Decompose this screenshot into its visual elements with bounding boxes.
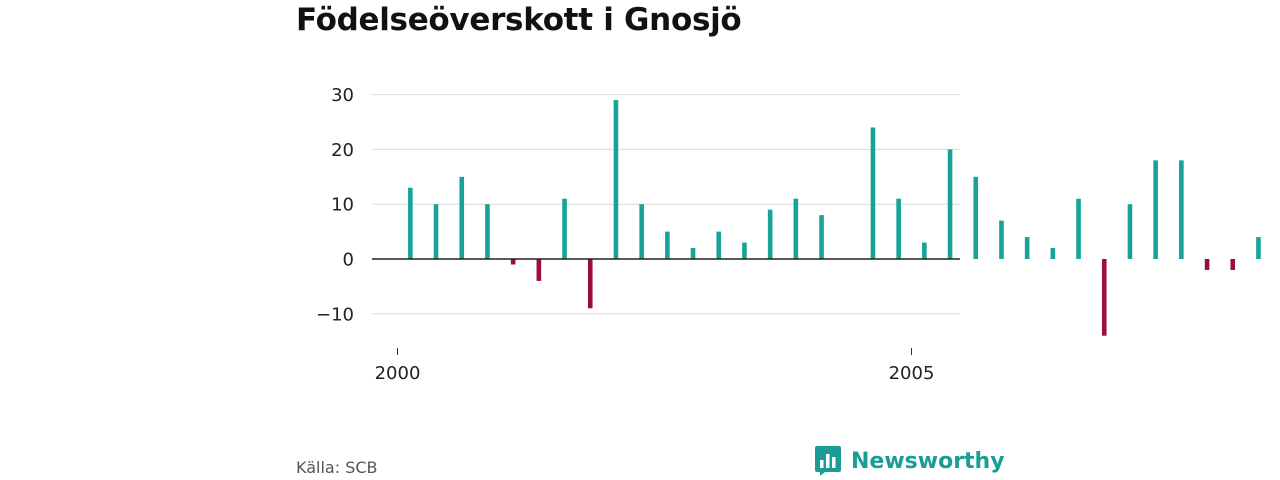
bar — [1076, 198, 1081, 259]
bar — [1230, 259, 1236, 270]
y-axis-labels: −10 0 10 20 30 — [316, 85, 354, 325]
y-tick-label: 20 — [331, 140, 354, 161]
bar — [562, 198, 567, 259]
bar — [459, 176, 465, 259]
bar — [819, 215, 824, 259]
x-axis: 200020052010201520202025 — [375, 348, 935, 384]
bar — [408, 187, 413, 259]
bar — [1204, 259, 1210, 270]
y-tick-label: −10 — [316, 304, 354, 325]
bar — [767, 209, 773, 259]
y-tick-label: 30 — [331, 85, 354, 106]
x-tick-label: 2005 — [889, 363, 935, 384]
bar — [922, 242, 927, 259]
y-tick-label: 0 — [343, 250, 354, 271]
source-label: Källa: SCB — [296, 458, 378, 477]
bar — [742, 242, 747, 259]
chart-title: Födelseöverskott i Gnosjö — [296, 2, 742, 38]
bars — [408, 100, 1261, 336]
bar — [870, 127, 876, 259]
brand-name: Newsworthy — [851, 448, 1005, 474]
bar — [1256, 237, 1261, 259]
bar — [665, 231, 670, 259]
y-tick-label: 10 — [331, 195, 354, 216]
bar — [1050, 248, 1056, 259]
bar — [1127, 204, 1133, 259]
x-tick-label: 2000 — [375, 363, 421, 384]
brand-logo[interactable]: Newsworthy — [815, 446, 1005, 476]
bar — [973, 176, 979, 259]
bar — [433, 204, 439, 259]
newsworthy-logo-icon — [815, 446, 841, 476]
gridlines — [372, 94, 960, 315]
bar — [485, 204, 490, 259]
bar — [999, 220, 1004, 259]
bar — [793, 198, 799, 259]
bar — [510, 259, 516, 265]
bar — [896, 198, 901, 259]
bar — [536, 259, 542, 281]
bar — [1101, 259, 1107, 336]
bar — [587, 259, 593, 309]
bar — [690, 248, 696, 259]
bar — [1153, 160, 1158, 259]
bar — [716, 231, 722, 259]
bar — [639, 204, 644, 259]
bar — [613, 100, 619, 259]
bar — [947, 149, 953, 259]
bar — [1024, 237, 1030, 259]
bar — [1179, 160, 1184, 259]
